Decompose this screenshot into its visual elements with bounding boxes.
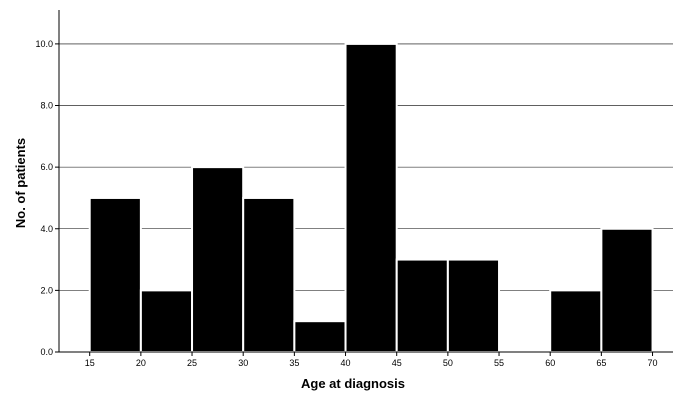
histogram-bar-50-55 bbox=[446, 258, 501, 353]
x-tick-label-9: 60 bbox=[545, 358, 555, 368]
y-tick-label-4: 8.0 bbox=[40, 101, 53, 111]
x-tick-label-3: 30 bbox=[238, 358, 248, 368]
x-tick-label-8: 55 bbox=[494, 358, 504, 368]
x-axis-ticks: 15 20 25 30 35 40 45 50 55 60 65 70 bbox=[85, 352, 658, 368]
x-tick-label-1: 20 bbox=[136, 358, 146, 368]
x-tick-label-10: 65 bbox=[596, 358, 606, 368]
x-tick-label-11: 70 bbox=[648, 358, 658, 368]
y-axis-title: No. of patients bbox=[13, 138, 28, 228]
histogram-bar-35-40 bbox=[293, 320, 347, 353]
y-tick-label-1: 2.0 bbox=[40, 285, 53, 295]
histogram-bar-30-35 bbox=[242, 196, 296, 353]
histogram-bars bbox=[88, 42, 654, 354]
x-tick-label-2: 25 bbox=[187, 358, 197, 368]
histogram-bar-25-30 bbox=[191, 166, 245, 353]
y-tick-label-3: 6.0 bbox=[40, 162, 53, 172]
histogram-bar-60-65 bbox=[549, 289, 603, 354]
y-tick-label-0: 0.0 bbox=[40, 347, 53, 357]
histogram-bar-45-50 bbox=[395, 258, 449, 353]
histogram-bar-20-25 bbox=[139, 289, 194, 354]
y-axis-ticks: 0.0 2.0 4.0 6.0 8.0 10.0 bbox=[35, 39, 59, 357]
x-axis-title: Age at diagnosis bbox=[301, 376, 405, 391]
histogram-bar-65-70 bbox=[600, 227, 654, 353]
x-tick-label-0: 15 bbox=[85, 358, 95, 368]
y-tick-label-5: 10.0 bbox=[35, 39, 53, 49]
histogram-bar-40-45 bbox=[344, 42, 398, 353]
y-tick-label-2: 4.0 bbox=[40, 224, 53, 234]
x-tick-label-5: 40 bbox=[341, 358, 351, 368]
histogram-bar-15-20 bbox=[88, 196, 142, 353]
x-tick-label-4: 35 bbox=[289, 358, 299, 368]
x-tick-label-7: 50 bbox=[443, 358, 453, 368]
x-tick-label-6: 45 bbox=[392, 358, 402, 368]
